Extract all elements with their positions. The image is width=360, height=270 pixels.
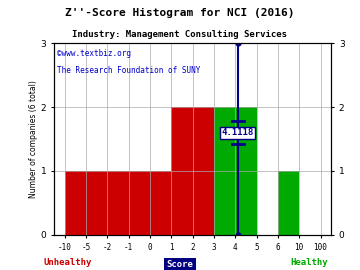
Text: Unhealthy: Unhealthy xyxy=(43,258,91,267)
Text: Industry: Management Consulting Services: Industry: Management Consulting Services xyxy=(72,30,288,39)
Text: ©www.textbiz.org: ©www.textbiz.org xyxy=(57,49,131,58)
Y-axis label: Number of companies (6 total): Number of companies (6 total) xyxy=(29,80,38,198)
Bar xyxy=(65,171,171,235)
Text: The Research Foundation of SUNY: The Research Foundation of SUNY xyxy=(57,66,200,75)
Text: Score: Score xyxy=(167,260,193,269)
Text: Z''-Score Histogram for NCI (2016): Z''-Score Histogram for NCI (2016) xyxy=(65,8,295,18)
Bar xyxy=(278,171,299,235)
Bar xyxy=(171,107,214,235)
Text: Healthy: Healthy xyxy=(290,258,328,267)
Bar xyxy=(214,107,257,235)
Text: 4.1118: 4.1118 xyxy=(221,128,254,137)
